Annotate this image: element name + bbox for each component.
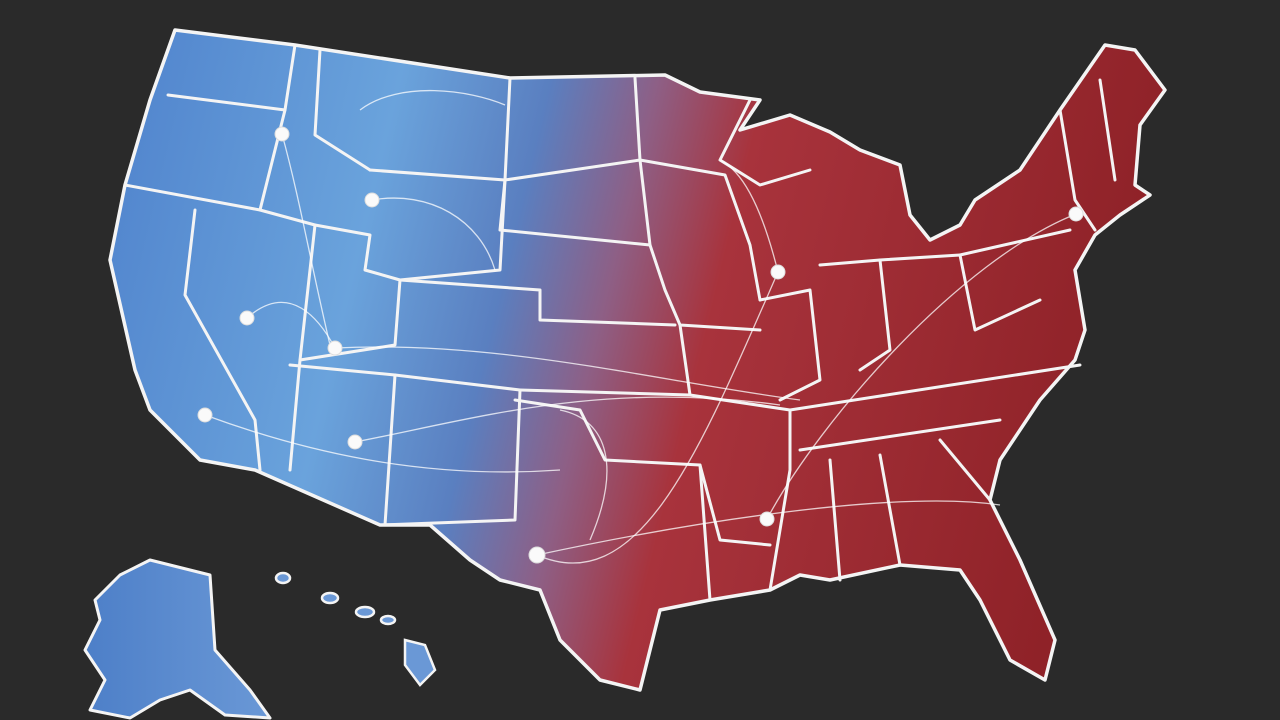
marker bbox=[197, 407, 213, 423]
city-markers bbox=[197, 126, 1084, 564]
alaska bbox=[83, 558, 272, 720]
state-borders bbox=[123, 43, 1117, 602]
marker bbox=[364, 192, 380, 208]
marker bbox=[274, 126, 290, 142]
marker bbox=[1068, 206, 1084, 222]
marker bbox=[239, 310, 255, 326]
marker bbox=[770, 264, 786, 280]
marker bbox=[347, 434, 363, 450]
marker bbox=[759, 511, 775, 527]
marker bbox=[528, 546, 546, 564]
marker bbox=[327, 340, 343, 356]
flow-lines bbox=[204, 89, 1077, 564]
hawaii bbox=[274, 571, 437, 687]
